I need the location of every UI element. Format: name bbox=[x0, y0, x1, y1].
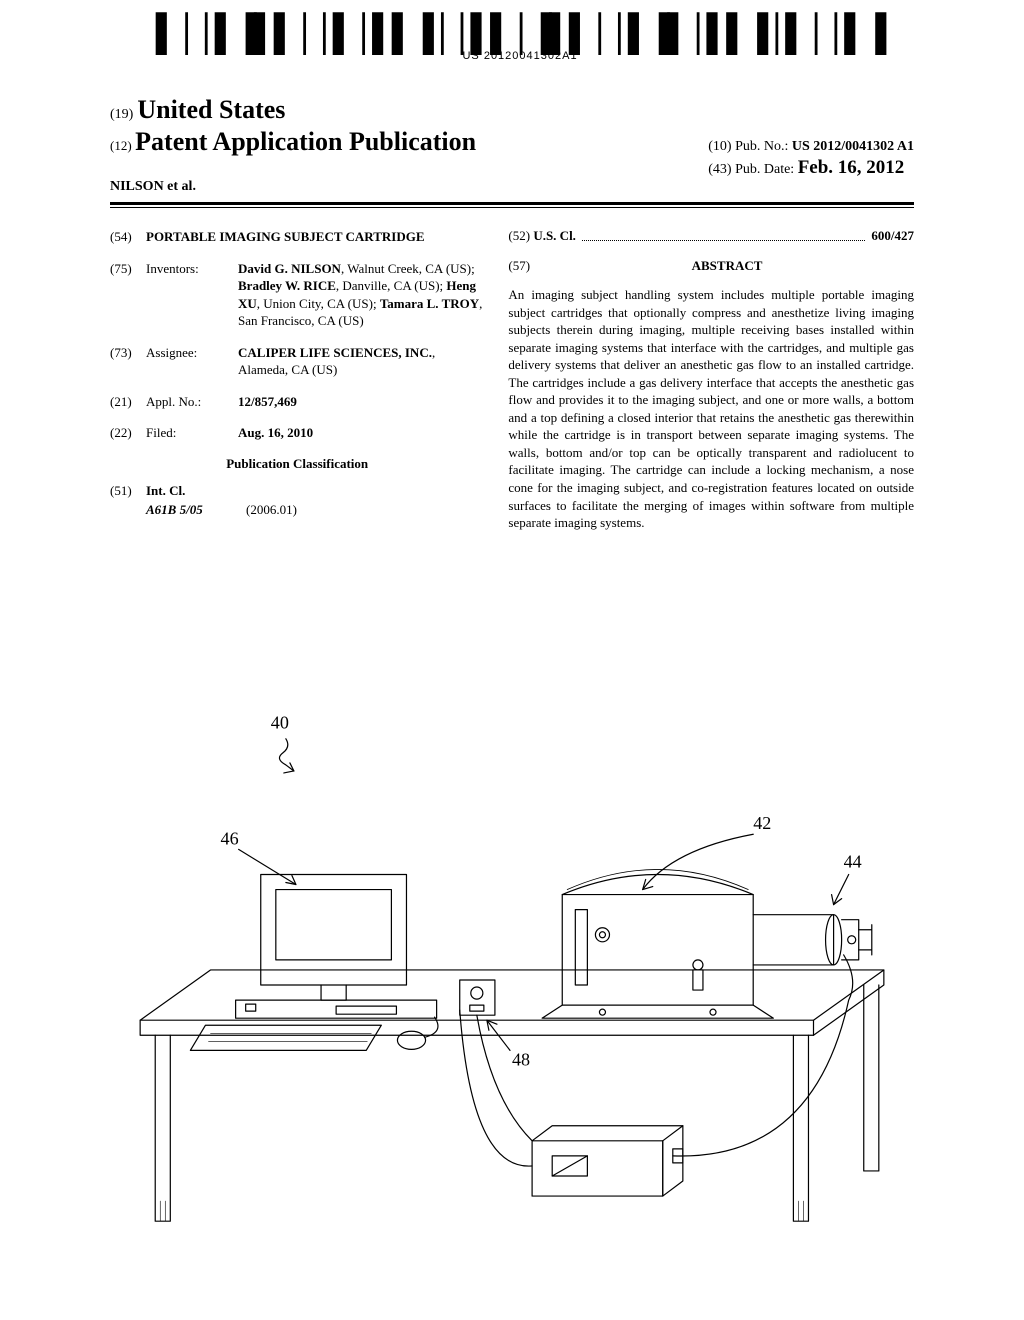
figure: 40 46 42 44 48 bbox=[110, 680, 914, 1280]
pubdate: Feb. 16, 2012 bbox=[798, 157, 905, 178]
pubclass-heading: Publication Classification bbox=[110, 456, 484, 472]
intcl-num: (51) bbox=[110, 482, 146, 500]
inventors-val: David G. NILSON, Walnut Creek, CA (US); … bbox=[238, 260, 484, 330]
uscl-label: U.S. Cl. bbox=[533, 228, 576, 244]
assignee-label: Assignee: bbox=[146, 344, 238, 379]
abstract-heading: ABSTRACT bbox=[540, 258, 914, 274]
left-column: (54) PORTABLE IMAGING SUBJECT CARTRIDGE … bbox=[110, 228, 484, 533]
divider-thin bbox=[110, 207, 914, 208]
filed-num: (22) bbox=[110, 424, 146, 442]
pubdate-label: Pub. Date: bbox=[735, 162, 794, 177]
pubnum: US 2012/0041302 A1 bbox=[792, 139, 914, 154]
uscl-num: (52) bbox=[508, 228, 530, 244]
pubnum-prefix: (10) bbox=[708, 139, 731, 154]
pub-title: Patent Application Publication bbox=[135, 127, 476, 156]
applno-val: 12/857,469 bbox=[238, 393, 484, 411]
inventors-label: Inventors: bbox=[146, 260, 238, 330]
applno-num: (21) bbox=[110, 393, 146, 411]
right-column: (52) U.S. Cl. 600/427 (57) ABSTRACT An i… bbox=[508, 228, 914, 533]
barcode-stripes: ▌││▌▐▌▌││▌│▌▌▐││▌▌│▐▌▌││▌▐▌│▌▌▐│▌││▌▐ bbox=[156, 20, 884, 50]
invention-title: PORTABLE IMAGING SUBJECT CARTRIDGE bbox=[146, 228, 484, 246]
ref-44: 44 bbox=[844, 851, 862, 871]
filed-val: Aug. 16, 2010 bbox=[238, 424, 484, 442]
uscl-val: 600/427 bbox=[871, 228, 914, 244]
pub-prefix: (12) bbox=[110, 138, 132, 153]
barcode-block: ▌││▌▐▌▌││▌│▌▌▐││▌▌│▐▌▌││▌▐▌│▌▌▐│▌││▌▐ US… bbox=[156, 20, 884, 62]
assignee-num: (73) bbox=[110, 344, 146, 379]
title-num: (54) bbox=[110, 228, 146, 246]
assignee-val: CALIPER LIFE SCIENCES, INC., Alameda, CA… bbox=[238, 344, 484, 379]
pubnum-label: Pub. No.: bbox=[735, 139, 788, 154]
filed-label: Filed: bbox=[146, 424, 238, 442]
header: (19) United States (12) Patent Applicati… bbox=[110, 95, 914, 195]
uscl-dots bbox=[582, 228, 865, 241]
figure-svg: 40 46 42 44 48 bbox=[110, 680, 914, 1280]
intcl-code: A61B 5/05 bbox=[146, 501, 246, 519]
ref-42: 42 bbox=[753, 813, 771, 833]
authors: NILSON et al. bbox=[110, 179, 196, 195]
ref-40: 40 bbox=[271, 713, 289, 733]
abstract-text: An imaging subject handling system inclu… bbox=[508, 286, 914, 532]
intcl-label: Int. Cl. bbox=[146, 482, 484, 500]
abstract-num: (57) bbox=[508, 258, 530, 282]
country: United States bbox=[137, 95, 285, 124]
divider-thick bbox=[110, 202, 914, 205]
ref-46: 46 bbox=[221, 828, 239, 848]
intcl-year: (2006.01) bbox=[246, 501, 297, 519]
body-columns: (54) PORTABLE IMAGING SUBJECT CARTRIDGE … bbox=[110, 228, 914, 533]
pubdate-prefix: (43) bbox=[708, 162, 731, 177]
country-prefix: (19) bbox=[110, 107, 133, 122]
inventors-num: (75) bbox=[110, 260, 146, 330]
applno-label: Appl. No.: bbox=[146, 393, 238, 411]
ref-48: 48 bbox=[512, 1049, 530, 1069]
